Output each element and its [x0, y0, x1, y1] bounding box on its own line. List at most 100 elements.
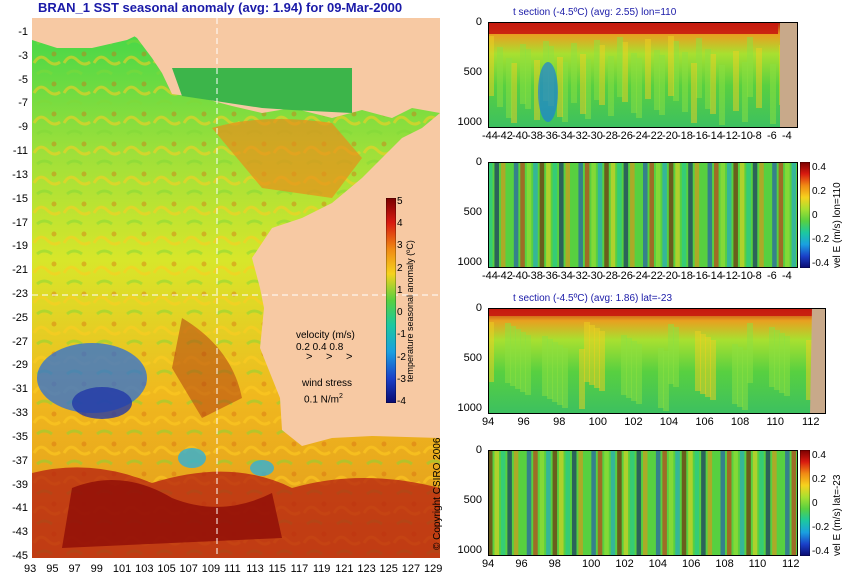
section-x-tick: 112: [802, 416, 820, 428]
map-lat-tick: -23: [12, 288, 28, 300]
section-plot: [488, 450, 798, 556]
section-x-tick: -40: [512, 130, 528, 142]
section-x-tick: 96: [517, 416, 530, 428]
section-x-tick: -24: [632, 130, 648, 142]
sst-colorbar-tick: 1: [397, 284, 403, 296]
map-lat-tick: -19: [12, 240, 28, 253]
map-lat-tick: -43: [12, 526, 28, 539]
section-title: t section (-4.5ºC) (avg: 2.55) lon=110: [513, 7, 677, 18]
section-y-tick: 1000: [457, 402, 482, 414]
section-x-tick: -6: [767, 270, 777, 282]
sst-colorbar-tick: 4: [397, 218, 403, 230]
svg-text:>: >: [346, 351, 352, 363]
map-lon-tick: 123: [357, 563, 376, 575]
velocity-colorbar-label: vel E (m/s) lon=110: [832, 182, 843, 268]
velocity-colorbar-tick: 0: [812, 498, 818, 509]
section-x-tick: -42: [497, 270, 513, 282]
sst-colorbar-tick: -4: [397, 396, 406, 407]
map-lon-tick: 129: [424, 563, 443, 575]
section-x-tick: 98: [548, 558, 561, 570]
section-x-tick: -6: [767, 130, 777, 142]
section-x-tick: -32: [572, 270, 588, 282]
section-x-tick: 106: [682, 558, 701, 570]
section-y-tick: 1000: [457, 544, 482, 556]
velocity-colorbar-tick: -0.4: [812, 546, 830, 557]
section-x-tick: -12: [722, 130, 738, 142]
section-x-tick: -22: [647, 270, 663, 282]
velocity-colorbar-tick: -0.2: [812, 234, 830, 245]
map-lon-tick: 109: [201, 563, 221, 575]
map-lat-tick: -9: [18, 121, 28, 134]
section-x-tick: 96: [515, 558, 528, 570]
map-lat-tick: -25: [12, 311, 28, 324]
map-lat-tick: -31: [12, 383, 28, 396]
section-x-tick: -10: [737, 270, 753, 282]
section-x-tick: -16: [692, 270, 708, 282]
section-x-tick: -42: [497, 130, 513, 142]
section-x-tick: -16: [692, 130, 708, 142]
section-plot: [488, 22, 798, 128]
map-lat-tick: -45: [12, 550, 28, 562]
section-x-tick: -18: [677, 130, 693, 142]
map-lon-tick: 127: [401, 563, 421, 575]
map-lat-tick: -33: [12, 407, 28, 420]
velocity-colorbar: [800, 450, 810, 556]
section-y-tick: 500: [463, 494, 482, 506]
section-x-tick: 94: [482, 558, 495, 570]
section-x-tick: -20: [662, 130, 678, 142]
svg-text:>: >: [326, 351, 332, 363]
map-lat-tick: -7: [18, 97, 28, 110]
map-lat-tick: -3: [18, 49, 28, 62]
section-x-tick: -30: [587, 130, 603, 142]
section-x-tick: -12: [722, 270, 738, 282]
section-x-tick: -30: [587, 270, 603, 282]
map-lon-tick: 107: [179, 563, 198, 575]
map-lat-tick: -15: [12, 192, 28, 205]
section-x-tick: -34: [557, 270, 573, 282]
section-x-tick: 102: [615, 558, 634, 570]
section-x-tick: -4: [782, 270, 792, 282]
section-x-tick: 106: [695, 416, 714, 428]
sst-colorbar-tick: -1: [397, 329, 406, 341]
section-x-tick: 110: [766, 416, 784, 428]
section-x-tick: -22: [647, 130, 663, 142]
velocity-colorbar-tick: -0.4: [812, 258, 830, 269]
section-y-tick: 0: [475, 302, 482, 314]
section-y-tick: 1000: [457, 256, 482, 268]
map-lat-tick: -11: [12, 145, 28, 158]
map-lon-tick: 97: [68, 563, 81, 575]
section-x-tick: -44: [482, 270, 498, 282]
velocity-colorbar: [800, 162, 810, 268]
map-lon-tick: 99: [90, 563, 103, 575]
section-x-tick: -14: [707, 130, 723, 142]
sst-colorbar-tick: 2: [397, 262, 403, 274]
map-lon-tick: 93: [24, 563, 37, 575]
svg-text:>: >: [306, 351, 312, 363]
map-lon-tick: 103: [135, 563, 154, 575]
map-lat-tick: -41: [12, 502, 28, 515]
map-lon-tick: 95: [46, 563, 59, 575]
section-x-tick: -26: [617, 270, 633, 282]
section-x-tick: -18: [677, 270, 693, 282]
section-x-tick: 104: [648, 558, 668, 570]
velocity-colorbar-tick: 0.2: [812, 186, 826, 197]
section-y-tick: 500: [463, 352, 482, 364]
sst-colorbar: [386, 198, 396, 403]
map-lon-tick: 117: [290, 563, 309, 575]
section-title: t section (-4.5ºC) (avg: 1.86) lat=-23: [513, 293, 672, 304]
copyright-notice: © Copyright CSIRO 2006: [432, 437, 443, 550]
velocity-colorbar-tick: -0.2: [812, 522, 830, 533]
section-x-tick: 102: [624, 416, 643, 428]
velocity-colorbar-label: vel E (m/s) lat=-23: [832, 474, 843, 556]
section-y-tick: 0: [475, 16, 482, 28]
velocity-colorbar-tick: 0.4: [812, 162, 826, 173]
map-lat-tick: -37: [12, 454, 28, 467]
section-x-tick: 108: [715, 558, 734, 570]
map-lat-tick: -17: [12, 216, 28, 229]
section-x-tick: -36: [542, 270, 558, 282]
section-x-tick: 104: [659, 416, 679, 428]
section-x-tick: 98: [553, 416, 566, 428]
section-x-tick: -8: [752, 130, 762, 142]
section-x-tick: -26: [617, 130, 633, 142]
section-x-tick: -38: [527, 270, 543, 282]
